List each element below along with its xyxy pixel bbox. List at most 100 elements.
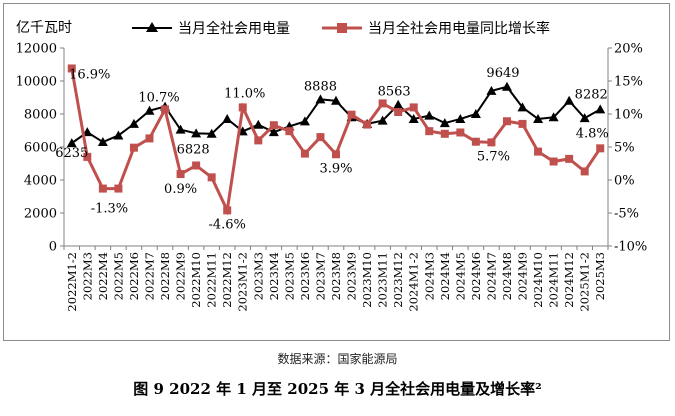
left-tick-label: 8000 [24,108,57,123]
chart-svg: 0 2000 4000 6000 8000 10000 12000 -10% -5% 0% 5% 10… [16,20,648,312]
data-label-growth: -1.3% [91,202,128,217]
left-tick-label: 4000 [24,174,57,189]
data-label-growth: 10.7% [138,90,179,105]
point-growth [394,108,403,117]
point-electricity [377,115,388,125]
point-electricity [486,85,497,95]
point-growth [114,184,123,193]
data-label-electricity: 9649 [486,66,519,81]
point-growth [192,161,201,170]
point-growth [316,133,325,142]
x-tick-label: 2022M11 [205,252,219,308]
x-tick-label: 2024M11 [547,252,561,308]
data-label-growth: 4.8% [576,126,609,141]
point-growth [176,170,185,179]
point-electricity [501,81,512,91]
point-electricity [97,137,108,147]
point-electricity [548,112,559,122]
point-growth [207,173,216,182]
point-electricity [579,113,590,123]
point-growth [502,117,511,126]
point-growth [549,157,558,166]
data-label-electricity: 8282 [575,87,608,102]
left-tick-label: 12000 [16,42,57,57]
right-tick-label: -10% [614,240,647,255]
x-tick-label: 2023M4 [267,252,281,300]
x-tick-label: 2023M7 [313,252,327,300]
x-tick-label: 2022M3 [80,252,94,300]
x-tick-label: 2024M6 [469,252,483,300]
data-label-growth: 3.9% [319,161,352,176]
point-growth [378,99,387,108]
x-tick-label: 2024M10 [531,252,545,308]
right-tick-label: 10% [614,108,643,123]
left-tick-label: 2000 [24,207,57,222]
point-electricity [253,119,264,129]
x-tick-label: 2022M4 [96,252,110,300]
data-label-growth: 11.0% [224,86,265,101]
legend-marker-growth [337,23,347,33]
point-growth [98,184,107,193]
x-tick-label: 2022M1-2 [65,252,79,312]
x-tick-label: 2023M8 [329,252,343,300]
point-electricity [66,138,77,148]
data-label-electricity: 8888 [304,79,337,94]
point-electricity [299,116,310,126]
point-growth [440,129,449,138]
point-growth [223,206,232,215]
chart-frame: 0 2000 4000 6000 8000 10000 12000 -10% -5% 0% 5% 10… [3,3,670,341]
point-electricity [455,113,466,123]
point-growth [425,127,434,136]
point-growth [534,147,543,156]
point-electricity [533,113,544,123]
x-tick-label: 2023M5 [282,252,296,300]
x-tick-label: 2024M9 [516,252,530,300]
x-tick-label: 2024M5 [453,252,467,300]
x-tick-label: 2023M10 [360,252,374,308]
point-growth [238,103,247,112]
right-tick-label: 0% [614,174,635,189]
x-tick-label: 2024M4 [438,252,452,300]
left-axis-unit-label: 亿千瓦时 [16,20,72,36]
point-electricity [408,113,419,123]
legend-label-growth: 当月全社会用电量同比增长率 [368,20,550,37]
point-electricity [128,118,139,128]
point-growth [285,127,294,136]
data-source: 数据来源：国家能源局 [277,352,398,366]
left-tick-label: 6000 [24,141,57,156]
legend-marker-electricity [146,22,158,32]
point-electricity [439,118,450,128]
x-tick-label: 2023M3 [251,252,265,300]
left-tick-label: 0 [49,240,57,255]
x-tick-label: 2025M3 [593,252,607,300]
data-label-growth: 16.9% [69,67,110,82]
data-label-electricity: 8563 [378,85,411,100]
point-growth [580,167,589,176]
x-tick-label: 2022M8 [158,252,172,300]
point-growth [596,144,605,153]
point-electricity [113,130,124,140]
data-label-growth: -4.6% [208,217,245,232]
point-electricity [144,105,155,115]
data-label-growth: 0.9% [164,182,197,197]
x-tick-label: 2022M9 [174,252,188,300]
x-tick-label: 2023M6 [298,252,312,300]
point-growth [67,64,76,73]
point-growth [83,152,92,161]
x-tick-label: 2024M8 [500,252,514,300]
point-growth [332,150,340,159]
legend-label-electricity: 当月全社会用电量 [178,20,290,37]
x-tick-label: 2023M11 [376,252,390,308]
x-tick-label: 2022M12 [220,252,234,308]
data-label-electricity: 6828 [177,142,210,157]
point-growth [471,137,480,146]
x-tick-label: 2024M3 [422,252,436,300]
x-tick-label: 2023M1-2 [236,252,250,312]
point-growth [347,110,356,119]
point-electricity [517,102,528,112]
point-growth [487,138,496,147]
point-growth [254,136,263,145]
point-growth [456,128,465,137]
x-tick-label: 2023M9 [345,252,359,300]
point-growth [363,120,372,129]
